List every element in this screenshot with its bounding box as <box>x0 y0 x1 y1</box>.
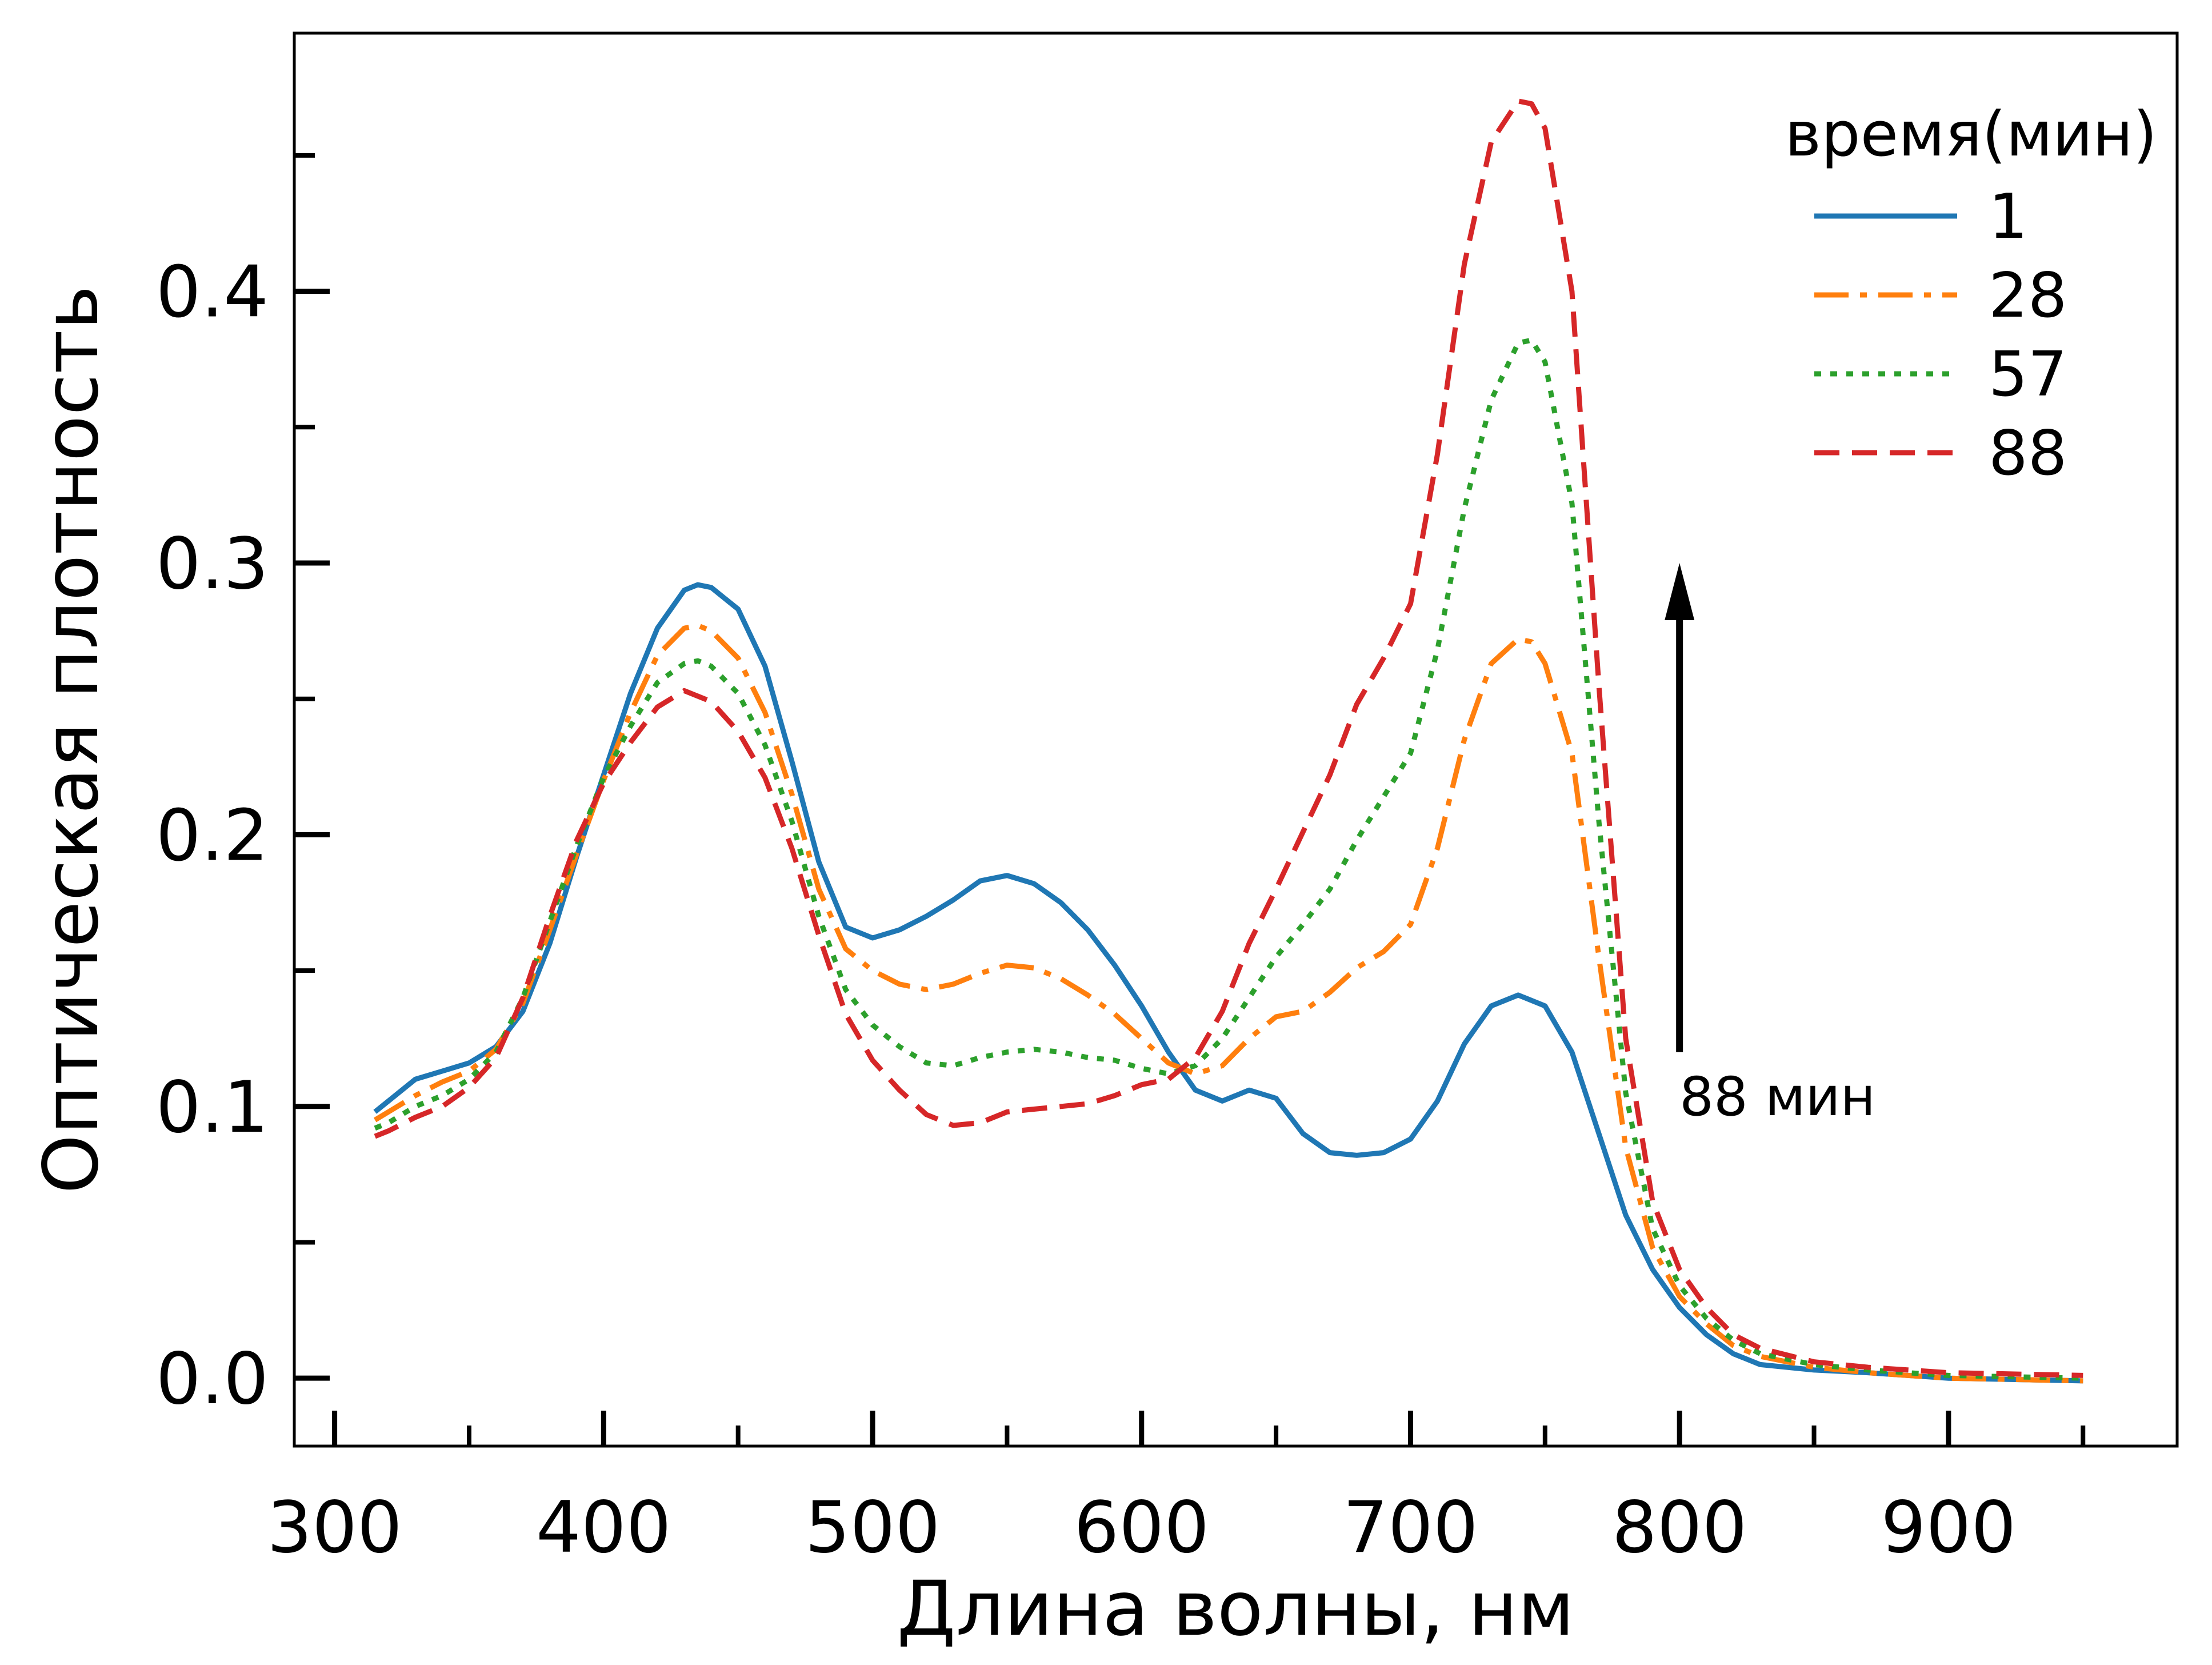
annotation-arrow-head <box>1665 563 1695 620</box>
annotation-label: 88 мин <box>1679 1066 1875 1128</box>
y-axis-title: Оптическая плотность <box>27 285 115 1193</box>
legend-title: время(мин) <box>1785 99 2157 170</box>
series-line-57 <box>374 337 2083 1381</box>
x-tick-label: 900 <box>1881 1487 2017 1569</box>
x-tick-label: 600 <box>1074 1487 1209 1569</box>
x-tick-label: 500 <box>805 1487 941 1569</box>
x-axis-title: Длина волны, нм <box>897 1565 1575 1653</box>
y-tick-label: 0.2 <box>156 794 269 877</box>
y-tick-label: 0.1 <box>156 1067 269 1149</box>
x-tick-label: 700 <box>1343 1487 1478 1569</box>
annotation: 88 мин <box>1665 563 1875 1128</box>
x-tick-label: 300 <box>267 1487 402 1569</box>
series-line-88 <box>374 98 2083 1378</box>
series-layer <box>373 98 2083 1384</box>
y-tick-label: 0.4 <box>156 251 269 334</box>
x-tick-label: 800 <box>1612 1487 1747 1569</box>
plot-frame <box>293 31 2179 1448</box>
legend-label-1: 1 <box>1989 181 2028 253</box>
legend-label-57: 57 <box>1989 339 2067 410</box>
series-line-1 <box>373 582 2083 1384</box>
series-line-28 <box>373 622 2083 1384</box>
legend-label-88: 88 <box>1989 418 2067 489</box>
y-tick-label: 0.0 <box>156 1338 269 1420</box>
y-tick-label: 0.3 <box>156 523 269 605</box>
legend-label-28: 28 <box>1989 260 2067 332</box>
axis-ticks: 300 400 500 600 700 800 900 0.0 0.1 0.2 0.3 0.4 <box>156 153 2086 1569</box>
x-tick-label: 400 <box>536 1487 671 1569</box>
